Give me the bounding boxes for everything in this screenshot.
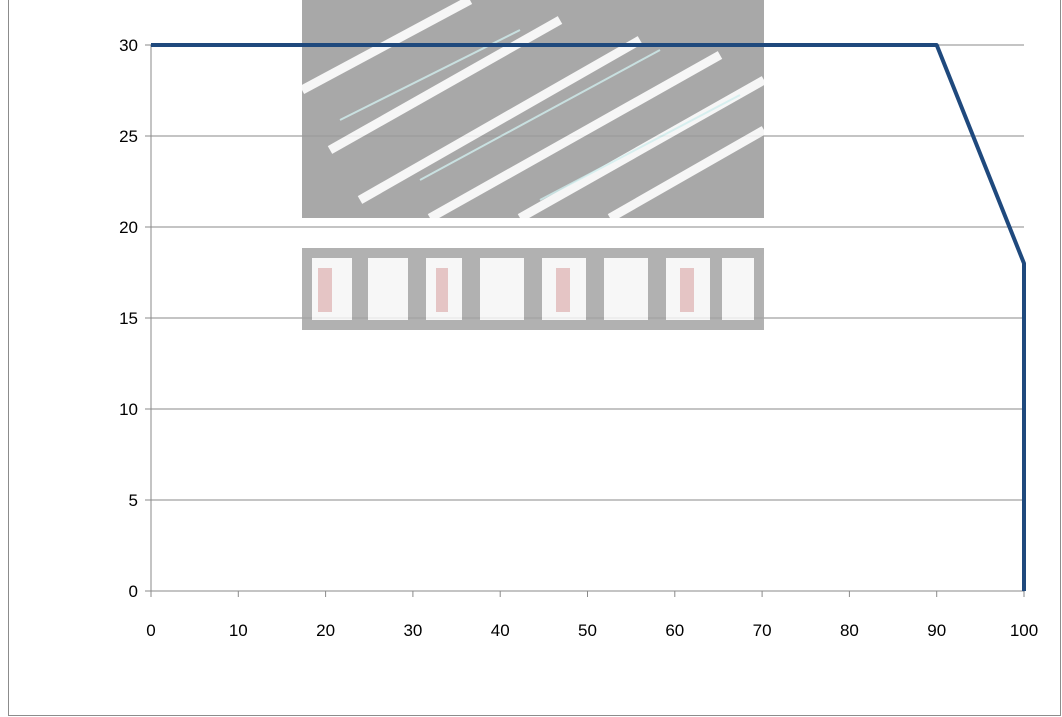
x-tick-label: 0 [146,621,155,640]
x-tick-label: 50 [578,621,597,640]
y-tick-label: 5 [129,491,138,510]
x-tick-label: 60 [665,621,684,640]
x-tick-label: 30 [403,621,422,640]
x-tick-label: 20 [316,621,335,640]
x-tick-labels: 0 10 20 30 40 50 60 70 80 90 100 [146,621,1038,640]
y-tick-label: 30 [119,36,138,55]
x-tick-label: 10 [229,621,248,640]
y-tick-label: 15 [119,309,138,328]
data-point [150,44,152,46]
x-tick-label: 90 [927,621,946,640]
data-point [936,44,938,46]
y-tick-labels: 0 5 10 15 20 25 30 [119,36,138,601]
x-tick-label: 70 [753,621,772,640]
y-tick-label: 20 [119,218,138,237]
data-point [1023,590,1025,592]
series-line-0 [151,43,1026,591]
y-tick-label: 10 [119,400,138,419]
series-layer [150,43,1026,592]
y-tick-label: 25 [119,127,138,146]
logo-watermark-icon [299,0,767,330]
axes [145,44,1025,597]
data-point [1023,262,1025,264]
x-tick-label: 80 [840,621,859,640]
x-tick-label: 40 [491,621,510,640]
x-tick-label: 100 [1010,621,1038,640]
y-tick-label: 0 [129,582,138,601]
